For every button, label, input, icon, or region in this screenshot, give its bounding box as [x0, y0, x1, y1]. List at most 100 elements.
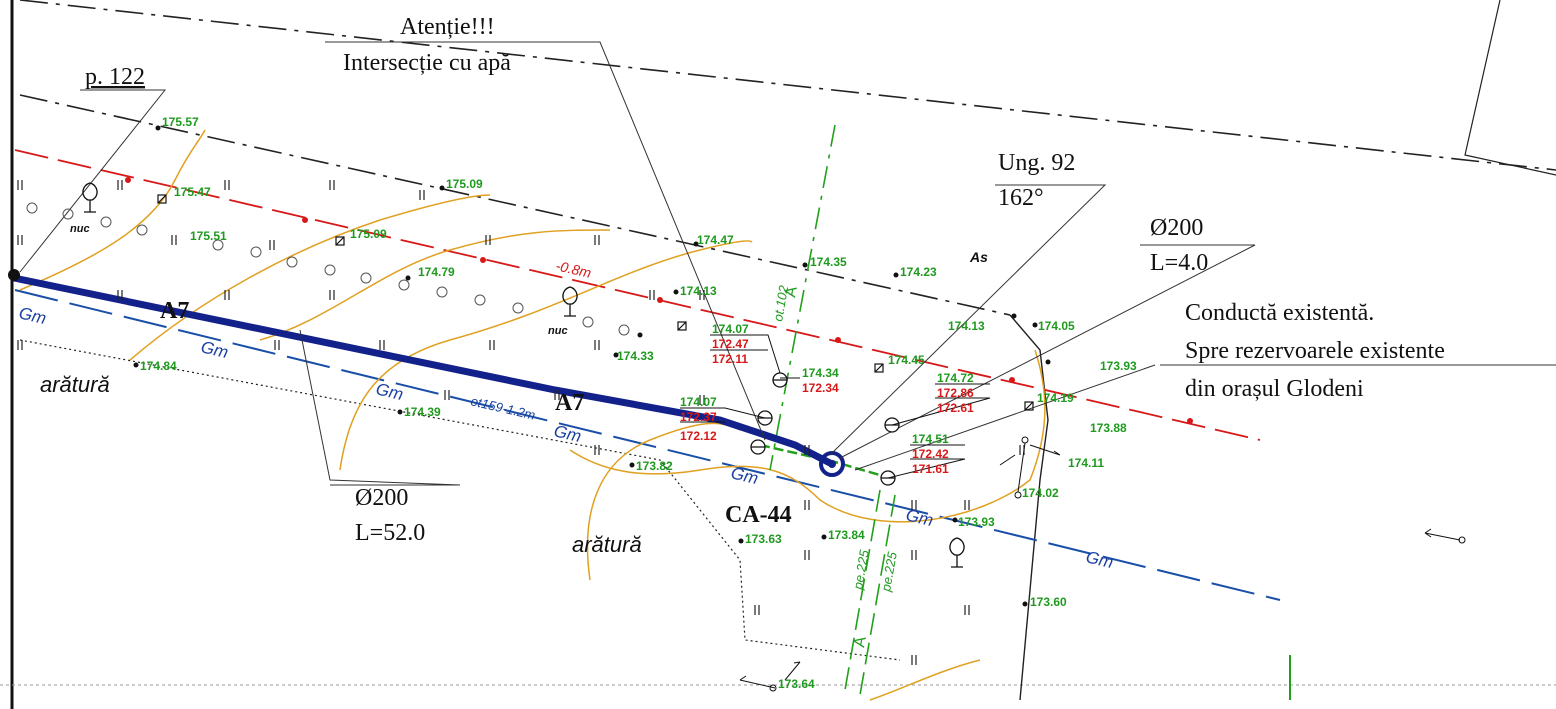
- angle-value: 162°: [998, 185, 1044, 211]
- water-depth-label: -0.8m: [554, 257, 593, 281]
- shrub-symbols: [26, 202, 630, 336]
- elevation-label: 173.88: [1090, 421, 1127, 435]
- pipe-long-diameter: Ø200: [355, 485, 408, 511]
- elevation-label: 173.64: [778, 677, 815, 691]
- svg-text:174.51: 174.51: [912, 432, 949, 446]
- tree-label-2: nuc: [548, 325, 568, 337]
- gas-label: Gm: [904, 505, 935, 530]
- survey-points: [133, 125, 1051, 607]
- grass-symbols: [17, 180, 1025, 665]
- well-table: 174.51 172.42 171.61: [912, 432, 949, 476]
- svg-text:172.34: 172.34: [802, 381, 839, 395]
- svg-text:172.37: 172.37: [680, 410, 717, 424]
- svg-text:172.86: 172.86: [937, 386, 974, 400]
- svg-text:174.07: 174.07: [712, 322, 749, 336]
- axis-label-pe-2: pe.225: [878, 550, 900, 594]
- field-edge: [19, 339, 901, 661]
- elevation-label: 175.51: [190, 229, 227, 243]
- elevation-label: 173.60: [1030, 595, 1067, 609]
- field-label-1: arătură: [40, 372, 110, 397]
- tree-label-1: nuc: [70, 223, 90, 235]
- manhole-label: CA-44: [725, 502, 792, 528]
- axis-label-a-2: A: [851, 635, 870, 649]
- gas-label: Gm: [1084, 547, 1115, 572]
- elevation-label: 174.45: [888, 353, 925, 367]
- elevation-label: 174.19: [1037, 391, 1074, 405]
- elevation-label: 174.02: [1022, 486, 1059, 500]
- well-table: 174.72 172.86 172.61: [937, 371, 974, 415]
- existing-line1: Conductă existentă.: [1185, 300, 1374, 326]
- elevation-label: 174.13: [680, 284, 717, 298]
- axis-a-upper: [769, 124, 836, 471]
- gas-label: Gm: [17, 303, 48, 328]
- elevation-label: 174.47: [697, 233, 734, 247]
- well-table: 174.34 172.34: [802, 366, 839, 395]
- axis-label-ot: ot.102: [770, 284, 791, 323]
- well-table: 174.07 172.47 172.11: [712, 322, 749, 366]
- point-label: p. 122: [85, 64, 145, 90]
- gas-label: Gm: [199, 337, 230, 362]
- elevation-label: 173.84: [828, 528, 865, 542]
- elevation-label: 174.23: [900, 265, 937, 279]
- existing-line2: Spre rezervoarele existente: [1185, 338, 1445, 364]
- elevation-label: 174.35: [810, 255, 847, 269]
- pipe-label-a7: A7: [160, 298, 189, 324]
- axis-label-a: A: [782, 285, 801, 299]
- elevation-label: 174.05: [1038, 319, 1075, 333]
- elevation-label: 174.84: [140, 359, 177, 373]
- well-table: 174.07 172.37 172.12: [680, 395, 717, 443]
- pipe-short-length: L=4.0: [1150, 250, 1208, 276]
- existing-line3: din orașul Glodeni: [1185, 376, 1364, 402]
- warning-text: Intersecție cu apă: [343, 50, 511, 76]
- elevation-label: 173.63: [745, 532, 782, 546]
- elevation-label: 175.47: [174, 185, 211, 199]
- pipe-label-a7-2: A7: [555, 390, 584, 416]
- warning-title: Atenție!!!: [400, 14, 495, 40]
- elevation-label: 174.11: [1068, 456, 1104, 470]
- property-line-road: [19, 94, 1011, 316]
- svg-text:172.61: 172.61: [937, 401, 974, 415]
- tree-icon: [82, 182, 965, 568]
- surface-label: As: [969, 249, 988, 265]
- angle-title: Ung. 92: [998, 150, 1075, 176]
- elevation-label: 174.39: [404, 405, 441, 419]
- elevation-label: 175.09: [446, 177, 483, 191]
- direction-arrow-icon: [739, 436, 1466, 692]
- property-line-top: [19, 0, 1556, 171]
- leader-lines: [19, 41, 1556, 486]
- svg-text:172.12: 172.12: [680, 429, 717, 443]
- manhole-ca44-center: [828, 460, 836, 468]
- pipe-a7: [13, 274, 832, 467]
- svg-text:174.34: 174.34: [802, 366, 839, 380]
- water-line-nodes: [125, 177, 1193, 424]
- elevation-label: 175.57: [162, 115, 199, 129]
- svg-text:171.61: 171.61: [912, 462, 949, 476]
- axis-pe-left: [844, 489, 881, 691]
- elevation-label: 174.79: [418, 265, 455, 279]
- svg-text:174.72: 174.72: [937, 371, 974, 385]
- svg-text:172.11: 172.11: [712, 352, 748, 366]
- elevation-label: 173.82: [636, 459, 673, 473]
- gas-label: Gm: [552, 421, 583, 446]
- boundary-right: [1009, 314, 1049, 701]
- point-122-marker: [8, 269, 20, 281]
- pipe-short-diameter: Ø200: [1150, 215, 1203, 241]
- svg-text:172.42: 172.42: [912, 447, 949, 461]
- axis-pe-right: [859, 494, 896, 696]
- building-outline: [1464, 0, 1556, 176]
- utility-box-icon: [157, 194, 1034, 411]
- axis-label-pe: pe.225: [850, 548, 872, 592]
- elevation-label: 173.93: [958, 515, 995, 529]
- gas-line: [14, 289, 1281, 601]
- gas-label: Gm: [374, 379, 405, 404]
- gas-note: ot159-1.2m: [469, 393, 537, 422]
- elevation-label: 173.93: [1100, 359, 1137, 373]
- well-table-leaders: [680, 334, 991, 479]
- elevation-label: 174.33: [617, 349, 654, 363]
- water-line: [14, 149, 1261, 441]
- svg-text:174.07: 174.07: [680, 395, 717, 409]
- pipe-long-length: L=52.0: [355, 520, 425, 546]
- svg-text:172.47: 172.47: [712, 337, 749, 351]
- field-label-2: arătură: [572, 532, 642, 557]
